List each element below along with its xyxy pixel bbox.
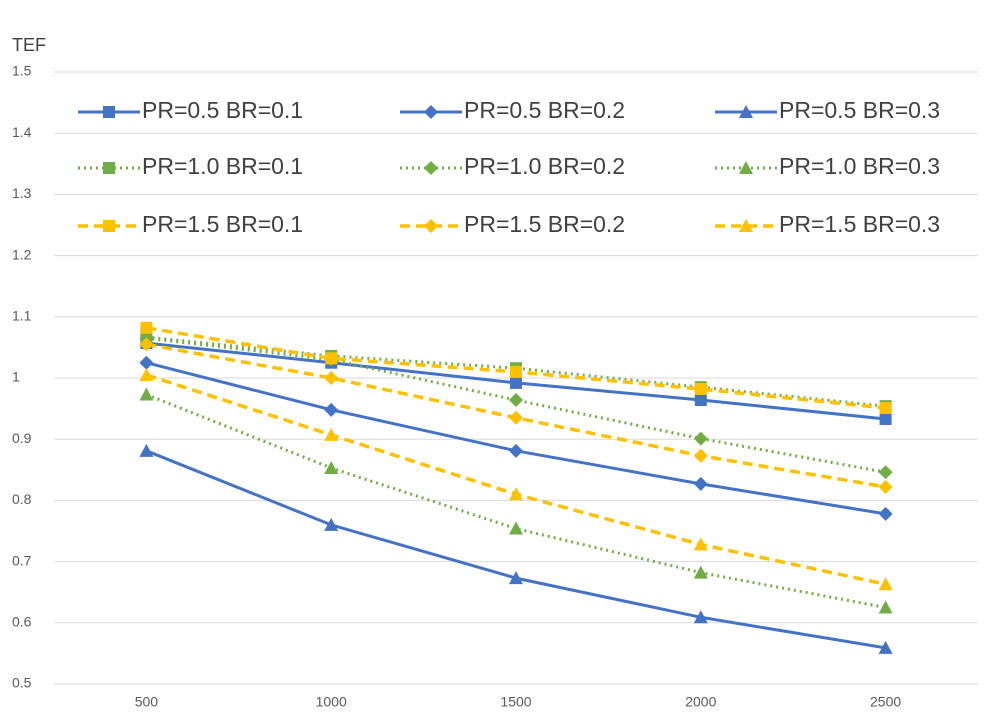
data-point bbox=[139, 337, 154, 352]
data-point bbox=[878, 640, 893, 654]
data-point bbox=[694, 394, 707, 407]
y-tick-label: 1.4 bbox=[12, 124, 32, 140]
legend-label: PR=1.0 BR=0.2 bbox=[464, 153, 625, 179]
x-tick-label: 500 bbox=[135, 694, 159, 710]
legend-label: PR=1.0 BR=0.1 bbox=[142, 153, 303, 179]
series-line bbox=[145, 393, 886, 609]
data-point bbox=[139, 367, 154, 381]
data-point bbox=[878, 506, 893, 521]
data-point bbox=[693, 565, 708, 579]
series-line bbox=[145, 449, 886, 650]
data-point bbox=[693, 537, 708, 551]
legend-marker bbox=[103, 162, 115, 174]
legend-label: PR=1.5 BR=0.3 bbox=[779, 211, 940, 237]
data-point bbox=[879, 401, 892, 414]
x-tick-label: 2000 bbox=[685, 694, 716, 710]
legend-label: PR=1.5 BR=0.1 bbox=[142, 211, 303, 237]
legend-marker bbox=[424, 105, 438, 119]
data-point bbox=[324, 371, 339, 385]
data-point bbox=[878, 465, 893, 480]
data-point bbox=[694, 383, 707, 396]
y-tick-label: 1.3 bbox=[12, 185, 32, 201]
data-point bbox=[693, 431, 708, 446]
legend-marker bbox=[103, 220, 115, 232]
y-tick-label: 1.5 bbox=[12, 63, 32, 79]
data-point bbox=[509, 521, 523, 535]
legend-marker bbox=[739, 161, 753, 174]
data-point bbox=[693, 610, 708, 624]
data-point bbox=[324, 402, 339, 417]
data-point bbox=[878, 577, 893, 591]
data-point bbox=[325, 352, 338, 365]
data-point bbox=[510, 365, 522, 378]
data-point bbox=[509, 443, 523, 458]
legend-marker bbox=[424, 161, 438, 175]
data-point bbox=[693, 448, 708, 463]
data-point bbox=[324, 517, 339, 531]
x-tick-label: 1000 bbox=[316, 694, 347, 710]
x-tick-label: 1500 bbox=[500, 694, 531, 710]
legend-marker bbox=[424, 219, 438, 233]
data-point bbox=[878, 479, 893, 494]
series-line bbox=[146, 335, 886, 408]
legend-marker bbox=[103, 106, 115, 118]
data-point bbox=[509, 487, 523, 501]
data-point bbox=[693, 476, 708, 491]
data-point bbox=[139, 355, 154, 370]
data-point bbox=[509, 410, 523, 425]
legend-label: PR=1.5 BR=0.2 bbox=[464, 211, 625, 237]
legend-label: PR=0.5 BR=0.2 bbox=[464, 97, 625, 123]
data-point bbox=[509, 393, 523, 408]
legend-label: PR=0.5 BR=0.1 bbox=[142, 97, 303, 123]
data-point bbox=[140, 321, 153, 334]
data-point bbox=[878, 600, 893, 614]
y-tick-label: 0.7 bbox=[12, 552, 32, 568]
legend-label: PR=0.5 BR=0.3 bbox=[779, 97, 940, 123]
data-point bbox=[509, 571, 523, 585]
legend-marker bbox=[739, 105, 753, 118]
legend-marker bbox=[739, 219, 753, 232]
y-tick-label: 0.6 bbox=[12, 614, 32, 630]
legend-label: PR=1.0 BR=0.3 bbox=[779, 153, 940, 179]
y-tick-label: 0.9 bbox=[12, 430, 32, 446]
data-point bbox=[324, 427, 339, 441]
y-tick-label: 0.5 bbox=[12, 675, 32, 691]
y-tick-label: 1.1 bbox=[12, 308, 32, 324]
data-point bbox=[139, 443, 154, 457]
data-point bbox=[510, 376, 522, 389]
y-tick-label: 1.2 bbox=[12, 246, 32, 262]
y-tick-label: 0.8 bbox=[12, 491, 32, 507]
data-point bbox=[139, 387, 154, 401]
data-point bbox=[879, 413, 892, 426]
y-tick-label: 1 bbox=[12, 369, 20, 385]
y-axis-label: TEF bbox=[12, 35, 46, 55]
data-point bbox=[324, 460, 339, 474]
x-tick-label: 2500 bbox=[870, 694, 901, 710]
